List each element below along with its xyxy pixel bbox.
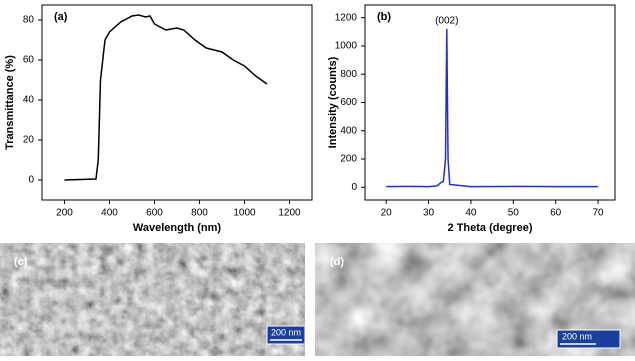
x-tick-label: 1200: [278, 208, 301, 219]
x-tick-label: 30: [423, 208, 435, 219]
y-tick-label: 600: [340, 97, 357, 108]
y-tick-label: 20: [23, 135, 35, 146]
y-tick-label: 80: [23, 15, 35, 26]
y-tick-label: 40: [23, 95, 35, 106]
y-tick-label: 60: [23, 55, 35, 66]
scale-bar-label: 200 nm: [271, 327, 301, 337]
x-tick-label: 200: [56, 208, 73, 219]
scale-bar-label: 200 nm: [562, 331, 592, 341]
x-tick-label: 40: [465, 208, 477, 219]
x-tick-label: 600: [146, 208, 163, 219]
x-axis-label: 2 Theta (degree): [448, 222, 533, 234]
annotation: (002): [435, 16, 458, 27]
x-tick-label: 20: [381, 208, 393, 219]
data-line: [386, 29, 599, 188]
y-tick-label: 200: [340, 154, 357, 165]
x-tick-label: 1000: [233, 208, 256, 219]
plot-frame: [364, 4, 616, 201]
y-tick-label: 0: [28, 175, 34, 186]
x-tick-label: 70: [592, 208, 604, 219]
y-tick-label: 400: [340, 125, 357, 136]
data-line: [64, 14, 268, 181]
y-axis-label: Intensity (counts): [327, 56, 339, 148]
x-tick-label: 800: [191, 208, 208, 219]
x-tick-label: 60: [550, 208, 562, 219]
panel-label: (d): [330, 256, 344, 268]
x-tick-label: 50: [508, 208, 520, 219]
sem-image: [0, 243, 305, 356]
panel-label: (c): [14, 256, 28, 268]
plot-frame: [41, 4, 313, 201]
panel-label: (b): [377, 11, 391, 23]
y-tick-label: 0: [351, 182, 357, 193]
y-axis-label: Transmittance (%): [4, 55, 16, 150]
y-tick-label: 1000: [335, 41, 358, 52]
x-axis-label: Wavelength (nm): [133, 222, 222, 234]
x-tick-label: 400: [101, 208, 118, 219]
y-tick-label: 800: [340, 69, 357, 80]
panel-label: (a): [54, 11, 68, 23]
y-tick-label: 1200: [335, 12, 358, 23]
